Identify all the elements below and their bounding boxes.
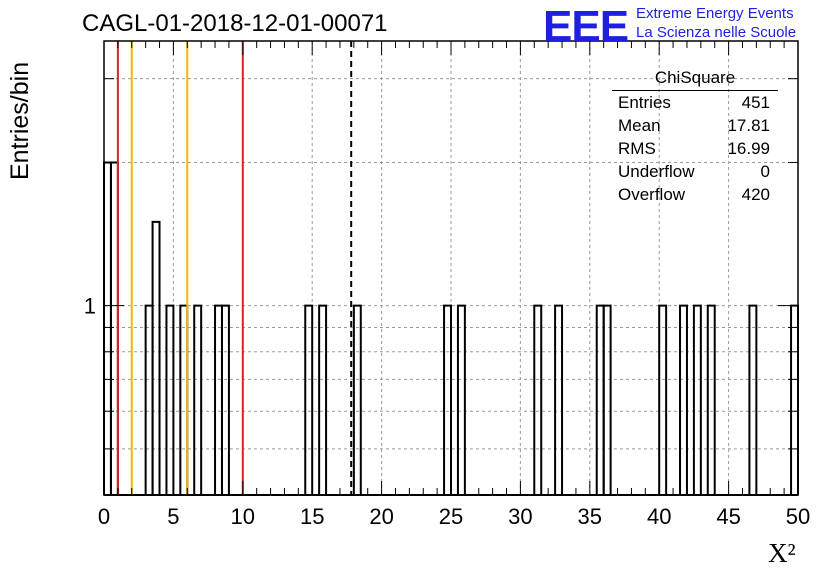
x-tick-label: 0 [98, 504, 110, 529]
stats-value: 420 [741, 185, 770, 204]
histogram-bin [595, 304, 605, 495]
stats-label: Overflow [618, 185, 686, 204]
x-tick-label: 25 [439, 504, 463, 529]
histogram-bin [352, 304, 362, 495]
stats-box-title: ChiSquare [654, 68, 736, 87]
histogram-bin [214, 304, 223, 495]
histogram-bin [692, 304, 702, 495]
histogram-bin [533, 304, 543, 495]
stats-label: Mean [618, 116, 661, 135]
x-tick-label: 40 [647, 504, 671, 529]
histogram-bin [151, 220, 161, 495]
x-tick-label: 45 [716, 504, 740, 529]
histogram-bin [658, 304, 668, 495]
histogram-bin [790, 304, 799, 495]
histogram-bin [220, 304, 230, 495]
logo-line-2: La Scienza nelle Scuole [636, 24, 797, 41]
logo-line-1: Extreme Energy Events [636, 5, 794, 22]
stats-value: 16.99 [727, 139, 770, 158]
histogram-bin [706, 304, 716, 495]
histogram-bin [318, 304, 328, 495]
histogram-bin [679, 304, 688, 495]
stats-value: 0 [760, 162, 770, 181]
x-tick-label: 10 [231, 504, 255, 529]
x-tick-label: 20 [369, 504, 393, 529]
histogram-bin [554, 304, 564, 495]
histogram-bin [179, 304, 189, 495]
x-tick-label: 35 [578, 504, 602, 529]
histogram-bin [193, 304, 203, 495]
chart-title: CAGL-01-2018-12-01-00071 [82, 10, 388, 37]
histogram-bin [109, 161, 119, 495]
histogram-bin [443, 304, 452, 495]
x-tick-label: 50 [786, 504, 810, 529]
stats-value: 451 [741, 93, 770, 112]
x-tick-label: 15 [300, 504, 324, 529]
histogram-bin [304, 304, 314, 495]
stats-box-rule [612, 90, 778, 91]
x-tick-label: 30 [508, 504, 532, 529]
y-tick-label: 1 [84, 294, 96, 319]
stats-label: RMS [618, 139, 656, 158]
eee-logo-mark: EEE [543, 2, 629, 51]
x-tick-label: 5 [167, 504, 179, 529]
histogram-bin [456, 304, 466, 495]
stats-label: Underflow [618, 162, 695, 181]
histogram-bin [748, 304, 758, 495]
x-axis-label: X² [768, 538, 796, 568]
histogram-bin [165, 304, 175, 495]
y-axis-label: Entries/bin [6, 61, 34, 180]
stats-value: 17.81 [727, 116, 770, 135]
histogram-bin [602, 304, 612, 495]
stats-label: Entries [618, 93, 671, 112]
histogram-bin [103, 161, 112, 495]
histogram-bin [144, 304, 154, 495]
